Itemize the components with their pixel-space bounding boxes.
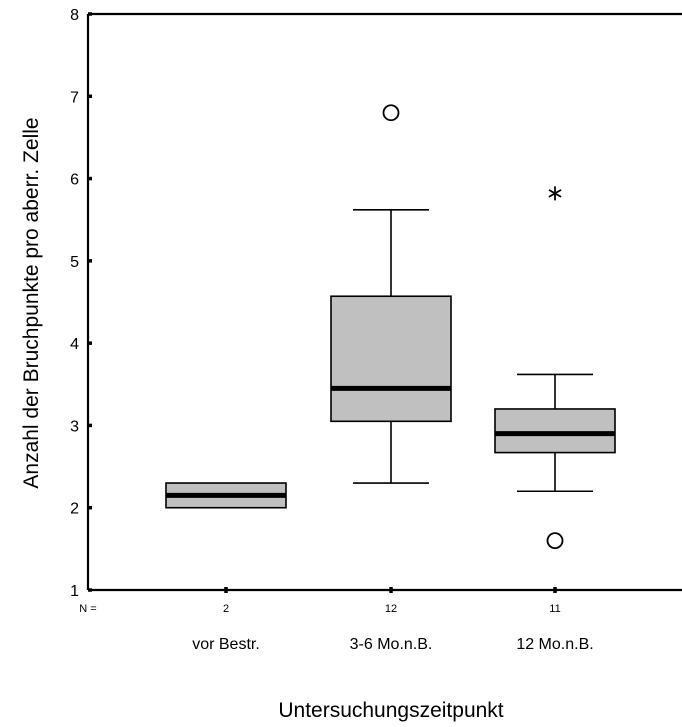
y-tick-label: 1 xyxy=(70,583,79,600)
category-label: vor Bestr. xyxy=(192,636,260,653)
x-axis-title: Untersuchungszeitpunkt xyxy=(278,699,503,722)
plot-area xyxy=(165,104,616,550)
n-count-label: 11 xyxy=(549,603,560,615)
category-label: 3-6 Mo.n.B. xyxy=(350,636,433,653)
n-count-label: 2 xyxy=(223,603,229,615)
y-tick-label: 3 xyxy=(70,418,79,435)
box-group xyxy=(494,186,616,550)
y-tick-label: 2 xyxy=(70,501,79,518)
x-axis: N = 2 vor Bestr. 12 3-6 Mo.n.B. 11 12 Mo.n.B. xyxy=(79,587,682,653)
y-axis: 1 2 3 4 5 6 7 8 xyxy=(70,7,682,600)
extreme-marker xyxy=(548,186,562,201)
y-tick-label: 6 xyxy=(70,172,79,189)
extreme-marker-stroke xyxy=(548,189,562,198)
outlier-marker xyxy=(382,104,400,122)
iqr-box xyxy=(494,408,616,454)
y-tick-label: 5 xyxy=(70,254,79,271)
outlier-marker xyxy=(546,532,564,550)
n-count-label: 12 xyxy=(385,603,397,615)
category-label: 12 Mo.n.B. xyxy=(516,636,593,653)
y-tick-label: 8 xyxy=(70,7,79,24)
box-group xyxy=(330,104,452,484)
y-axis-title: Anzahl der Bruchpunkte pro aberr. Zelle xyxy=(20,117,43,488)
iqr-box xyxy=(330,295,452,423)
n-prefix-label: N = xyxy=(79,603,96,615)
y-tick-label: 4 xyxy=(70,336,79,353)
y-tick-label: 7 xyxy=(70,89,79,106)
box-group xyxy=(165,482,287,509)
